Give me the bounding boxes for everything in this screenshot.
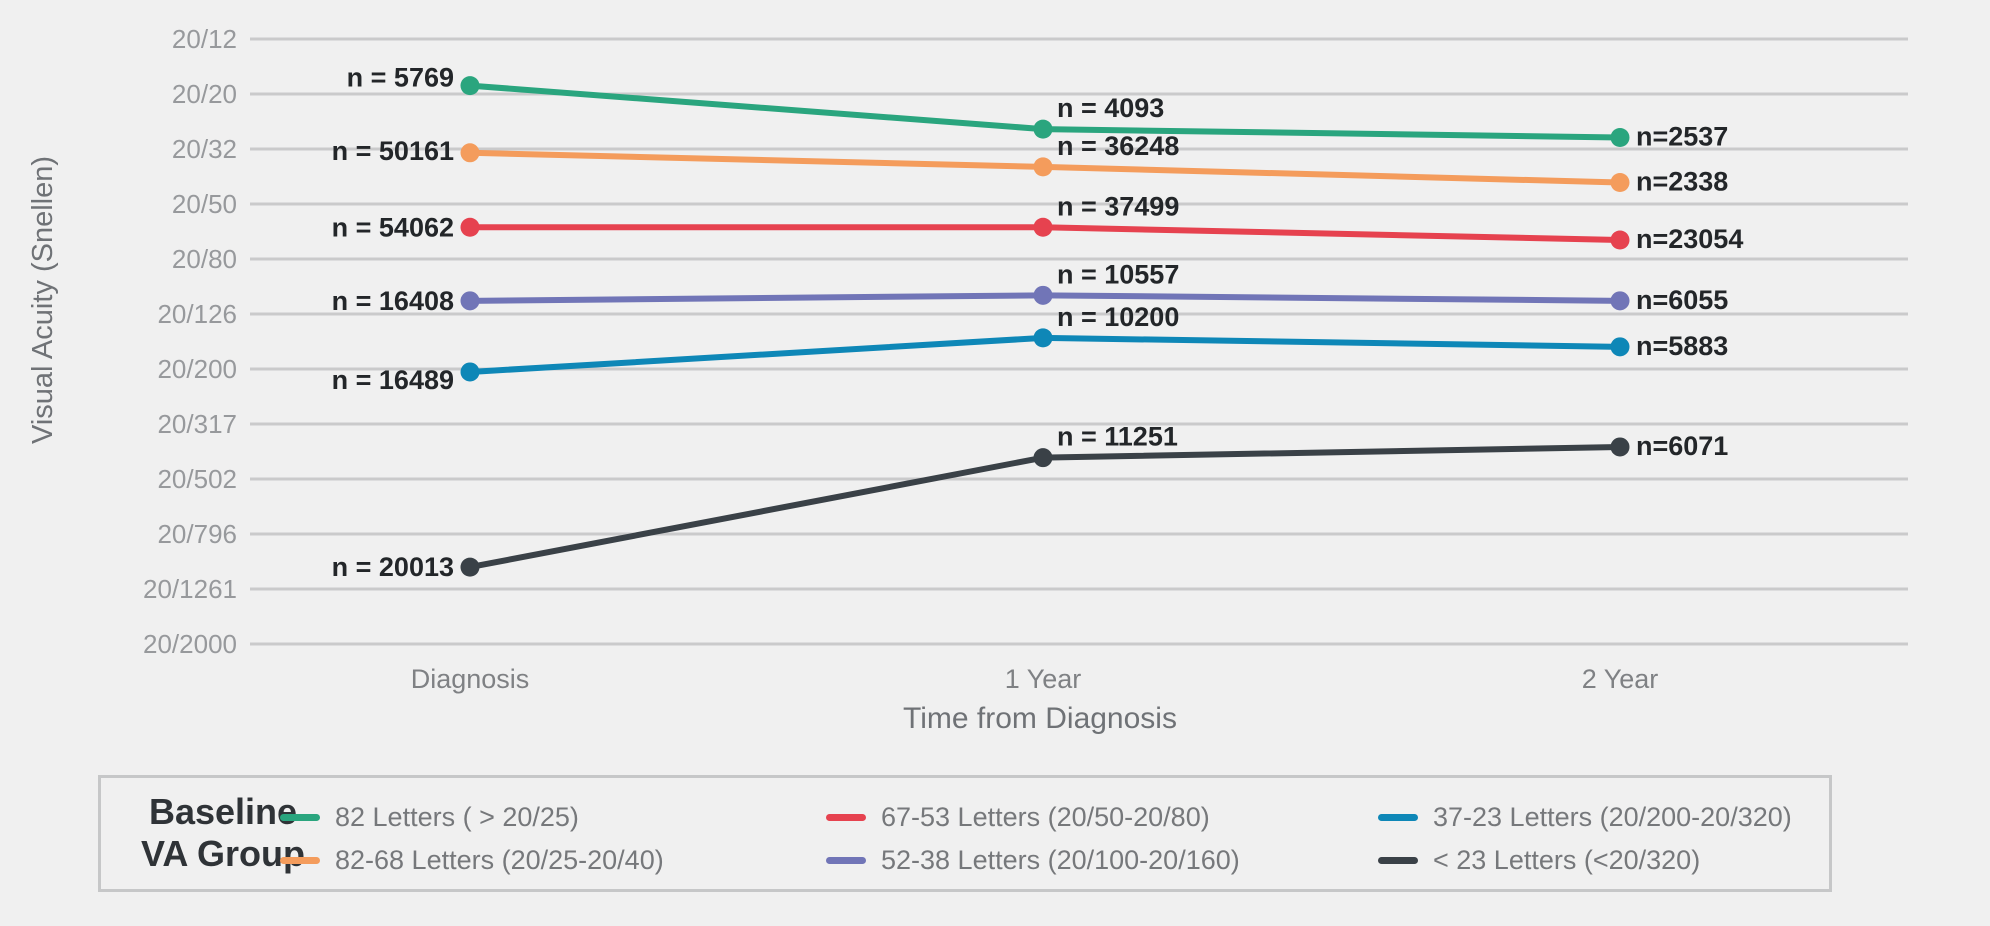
legend-item-label: 82-68 Letters (20/25-20/40) [335,844,664,875]
y-tick-label: 20/126 [157,299,237,329]
y-tick-label: 20/20 [172,79,237,109]
data-point [1033,119,1053,139]
data-point [460,143,480,163]
x-axis-title: Time from Diagnosis [903,702,1177,735]
y-tick-label: 20/502 [157,464,237,494]
legend-item: 82-68 Letters (20/25-20/40) [280,843,664,877]
n-label: n = 20013 [332,552,454,582]
legend-swatch [1378,813,1418,821]
n-label: n=2537 [1636,121,1728,151]
data-point [1610,291,1630,311]
legend-item: 37-23 Letters (20/200-20/320) [1378,800,1792,834]
x-tick-label: Diagnosis [411,664,530,694]
y-axis-title: Visual Acuity (Snellen) [27,156,59,444]
data-point [1610,437,1630,457]
n-label: n = 10200 [1057,302,1179,332]
data-point [1610,173,1630,193]
x-tick-label: 2 Year [1582,664,1659,694]
legend-swatch [280,813,320,821]
n-label: n = 11251 [1057,422,1178,452]
y-tick-label: 20/796 [157,519,237,549]
y-tick-label: 20/200 [157,354,237,384]
legend-item-label: 67-53 Letters (20/50-20/80) [881,801,1210,832]
legend: Baseline VA Group 82 Letters ( > 20/25) 8… [98,775,1832,892]
legend-swatch [826,856,866,864]
x-tick-label: 1 Year [1005,664,1082,694]
n-label: n=6055 [1636,285,1728,315]
data-point [1610,127,1630,147]
y-tick-label: 20/12 [172,24,237,54]
data-point [1033,448,1053,468]
data-point [460,291,480,311]
x-axis-tick-labels: Diagnosis 1 Year 2 Year [411,664,1659,694]
legend-swatch [826,813,866,821]
legend-item-label: 52-38 Letters (20/100-20/160) [881,844,1240,875]
n-label: n = 50161 [332,136,454,166]
legend-item: 67-53 Letters (20/50-20/80) [826,800,1210,834]
n-label: n = 5769 [347,63,454,93]
n-label: n = 4093 [1057,93,1164,123]
legend-item: 52-38 Letters (20/100-20/160) [826,843,1240,877]
y-tick-label: 20/80 [172,244,237,274]
y-tick-label: 20/317 [157,409,237,439]
legend-title-line-2: VA Group [141,833,305,875]
n-label: n=6071 [1636,431,1728,461]
legend-swatch [280,856,320,864]
y-tick-label: 20/32 [172,134,237,164]
y-axis-tick-labels: 20/12 20/20 20/32 20/50 20/80 20/126 20/200 20/… [143,24,237,659]
n-label: n = 54062 [332,212,454,242]
data-point [460,76,480,96]
data-point [1033,217,1053,237]
n-label: n = 36248 [1057,131,1179,161]
y-tick-label: 20/1261 [143,574,237,604]
data-point [1033,285,1053,305]
legend-swatch [1378,856,1418,864]
n-label: n = 10557 [1057,259,1179,289]
legend-item-label: 82 Letters ( > 20/25) [335,801,579,832]
y-tick-label: 20/2000 [143,629,237,659]
gridlines [250,37,1908,646]
n-label: n=2338 [1636,167,1728,197]
n-label: n=23054 [1636,224,1743,254]
n-label: n = 16408 [332,286,454,316]
legend-item-label: < 23 Letters (<20/320) [1433,844,1701,875]
legend-item: 82 Letters ( > 20/25) [280,800,579,834]
legend-title-line-1: Baseline [148,791,298,832]
n-label: n = 37499 [1057,191,1179,221]
data-point [1033,328,1053,348]
series-layer: n = 5769 n = 4093 n=2537 n = 50161 n = 36248… [332,63,1744,583]
y-tick-label: 20/50 [172,189,237,219]
data-point [460,217,480,237]
legend-title: Baseline VA Group [123,791,323,876]
data-point [460,362,480,382]
n-label: n = 16489 [332,365,454,395]
data-point [1610,230,1630,250]
legend-item: < 23 Letters (<20/320) [1378,843,1700,877]
data-point [1033,157,1053,177]
data-point [460,557,480,577]
data-point [1610,337,1630,357]
legend-item-label: 37-23 Letters (20/200-20/320) [1433,801,1792,832]
n-label: n=5883 [1636,331,1728,361]
